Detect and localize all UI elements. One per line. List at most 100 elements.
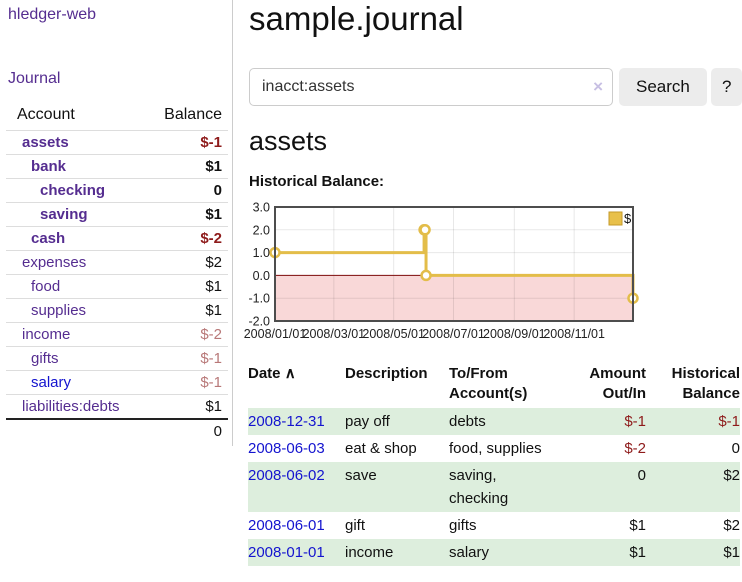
account-balance: $-1 (156, 130, 228, 155)
account-balance: $1 (156, 394, 228, 419)
accounts-table: Account Balance assets $-1 bank $1 check… (6, 102, 228, 443)
chart-title: Historical Balance: (249, 173, 385, 190)
transaction-balance: $-1 (718, 413, 740, 430)
register-table: Date ∧ Description To/From Account(s) Am… (248, 362, 740, 566)
transaction-date-link[interactable]: 2008-01-01 (248, 544, 325, 561)
account-row: income $-2 (6, 322, 228, 347)
register-col-accounts: To/From Account(s) (449, 365, 528, 402)
transaction-description: save (345, 467, 377, 484)
y-tick-label: 2.0 (253, 223, 270, 237)
register-col-description: Description (345, 365, 428, 382)
accounts-table-header: Account Balance (6, 102, 228, 131)
x-tick-label: 2008/09/01 (483, 327, 546, 341)
search-button[interactable]: Search (619, 68, 707, 106)
account-link[interactable]: saving (40, 206, 88, 223)
x-tick-label: 2008/05/01 (362, 327, 425, 341)
help-button[interactable]: ? (711, 68, 742, 106)
y-tick-label: -2.0 (248, 315, 270, 329)
transaction-description: eat & shop (345, 440, 417, 457)
account-row: cash $-2 (6, 226, 228, 251)
brand-link[interactable]: hledger-web (8, 6, 97, 23)
legend-swatch (608, 211, 623, 226)
search-input[interactable] (249, 68, 613, 106)
transaction-accounts: food, supplies (449, 440, 542, 457)
account-name-cell: bank (6, 154, 156, 179)
transaction-date-cell: 2008-01-01 (248, 539, 345, 566)
register-col-balance: Historical Balance (671, 365, 740, 402)
register-row: 2008-06-02 save saving, checking 0 $2 (248, 462, 740, 512)
account-balance: $1 (156, 202, 228, 227)
page-title: sample.journal (249, 0, 464, 37)
transaction-amount: $1 (629, 517, 646, 534)
register-header-row: Date ∧ Description To/From Account(s) Am… (248, 362, 740, 408)
y-tick-label: -1.0 (248, 292, 270, 306)
account-row: food $1 (6, 274, 228, 299)
account-link[interactable]: supplies (31, 302, 87, 319)
transaction-amount: $1 (629, 544, 646, 561)
transaction-balance: $1 (723, 544, 740, 561)
account-balance: $-1 (156, 346, 228, 371)
search-input-wrap: × (249, 68, 613, 106)
account-link[interactable]: bank (31, 158, 67, 175)
account-name-cell: gifts (6, 346, 156, 371)
account-row: bank $1 (6, 154, 228, 179)
account-heading: assets (249, 126, 328, 156)
account-link[interactable]: assets (22, 134, 69, 151)
account-name-cell: saving (6, 202, 156, 227)
account-link[interactable]: checking (40, 182, 106, 199)
account-link[interactable]: expenses (22, 254, 87, 271)
account-balance: $1 (156, 154, 228, 179)
account-row: gifts $-1 (6, 346, 228, 371)
account-name-cell: checking (6, 178, 156, 203)
transaction-balance: 0 (731, 440, 740, 457)
negative-region (275, 275, 633, 321)
transaction-amount: $-2 (624, 440, 646, 457)
register-col-amount: Amount Out/In (589, 365, 646, 402)
account-balance: $1 (156, 298, 228, 323)
register-col-date: Date ∧ (248, 365, 296, 382)
account-link[interactable]: salary (31, 374, 72, 391)
sidebar-item-journal[interactable]: Journal (8, 70, 61, 87)
account-link[interactable]: income (22, 326, 71, 343)
legend-label: $ (624, 211, 632, 226)
account-balance: $1 (156, 274, 228, 299)
accounts-total-row: 0 (6, 418, 228, 443)
transaction-accounts: gifts (449, 517, 477, 534)
transaction-accounts: debts (449, 413, 486, 430)
account-balance: 0 (156, 178, 228, 203)
account-row: assets $-1 (6, 130, 228, 155)
transaction-date-link[interactable]: 2008-06-03 (248, 440, 325, 457)
register-row: 2008-06-01 gift gifts $1 $2 (248, 512, 740, 539)
account-row: checking 0 (6, 178, 228, 203)
transaction-date-link[interactable]: 2008-06-01 (248, 517, 325, 534)
transaction-description: income (345, 544, 394, 561)
register-row: 2008-01-01 income salary $1 $1 (248, 539, 740, 566)
account-link[interactable]: liabilities:debts (22, 398, 120, 415)
clear-search-icon[interactable]: × (593, 77, 603, 96)
data-point-marker (419, 224, 431, 236)
transaction-date-link[interactable]: 2008-12-31 (248, 413, 325, 430)
account-row: liabilities:debts $1 (6, 394, 228, 419)
sidebar: hledger-web Journal Account Balance asse… (0, 0, 233, 446)
transaction-date-cell: 2008-06-01 (248, 512, 345, 539)
account-balance: $-2 (156, 322, 228, 347)
accounts-total-value: 0 (156, 418, 228, 443)
y-tick-label: 0.0 (253, 269, 270, 283)
y-tick-label: 3.0 (253, 201, 270, 215)
transaction-date-link[interactable]: 2008-06-02 (248, 467, 325, 484)
transaction-balance: $2 (723, 517, 740, 534)
transaction-amount: $-1 (624, 413, 646, 430)
account-name-cell: assets (6, 130, 156, 155)
account-balance: $-1 (156, 370, 228, 395)
historical-balance-chart: $3.0 2.0 1.0 0.0 -1.0 -2.02008/01/012008/03/0… (244, 201, 639, 341)
account-row: supplies $1 (6, 298, 228, 323)
register-row: 2008-12-31 pay off debts $-1 $-1 (248, 408, 740, 435)
account-link[interactable]: gifts (31, 350, 59, 367)
transaction-description: pay off (345, 413, 390, 430)
account-link[interactable]: cash (31, 230, 66, 247)
account-balance: $-2 (156, 226, 228, 251)
transaction-amount: 0 (637, 467, 646, 484)
account-link[interactable]: food (31, 278, 61, 295)
x-tick-label: 2008/07/01 (422, 327, 485, 341)
x-tick-label: 2008/11/01 (543, 327, 605, 341)
